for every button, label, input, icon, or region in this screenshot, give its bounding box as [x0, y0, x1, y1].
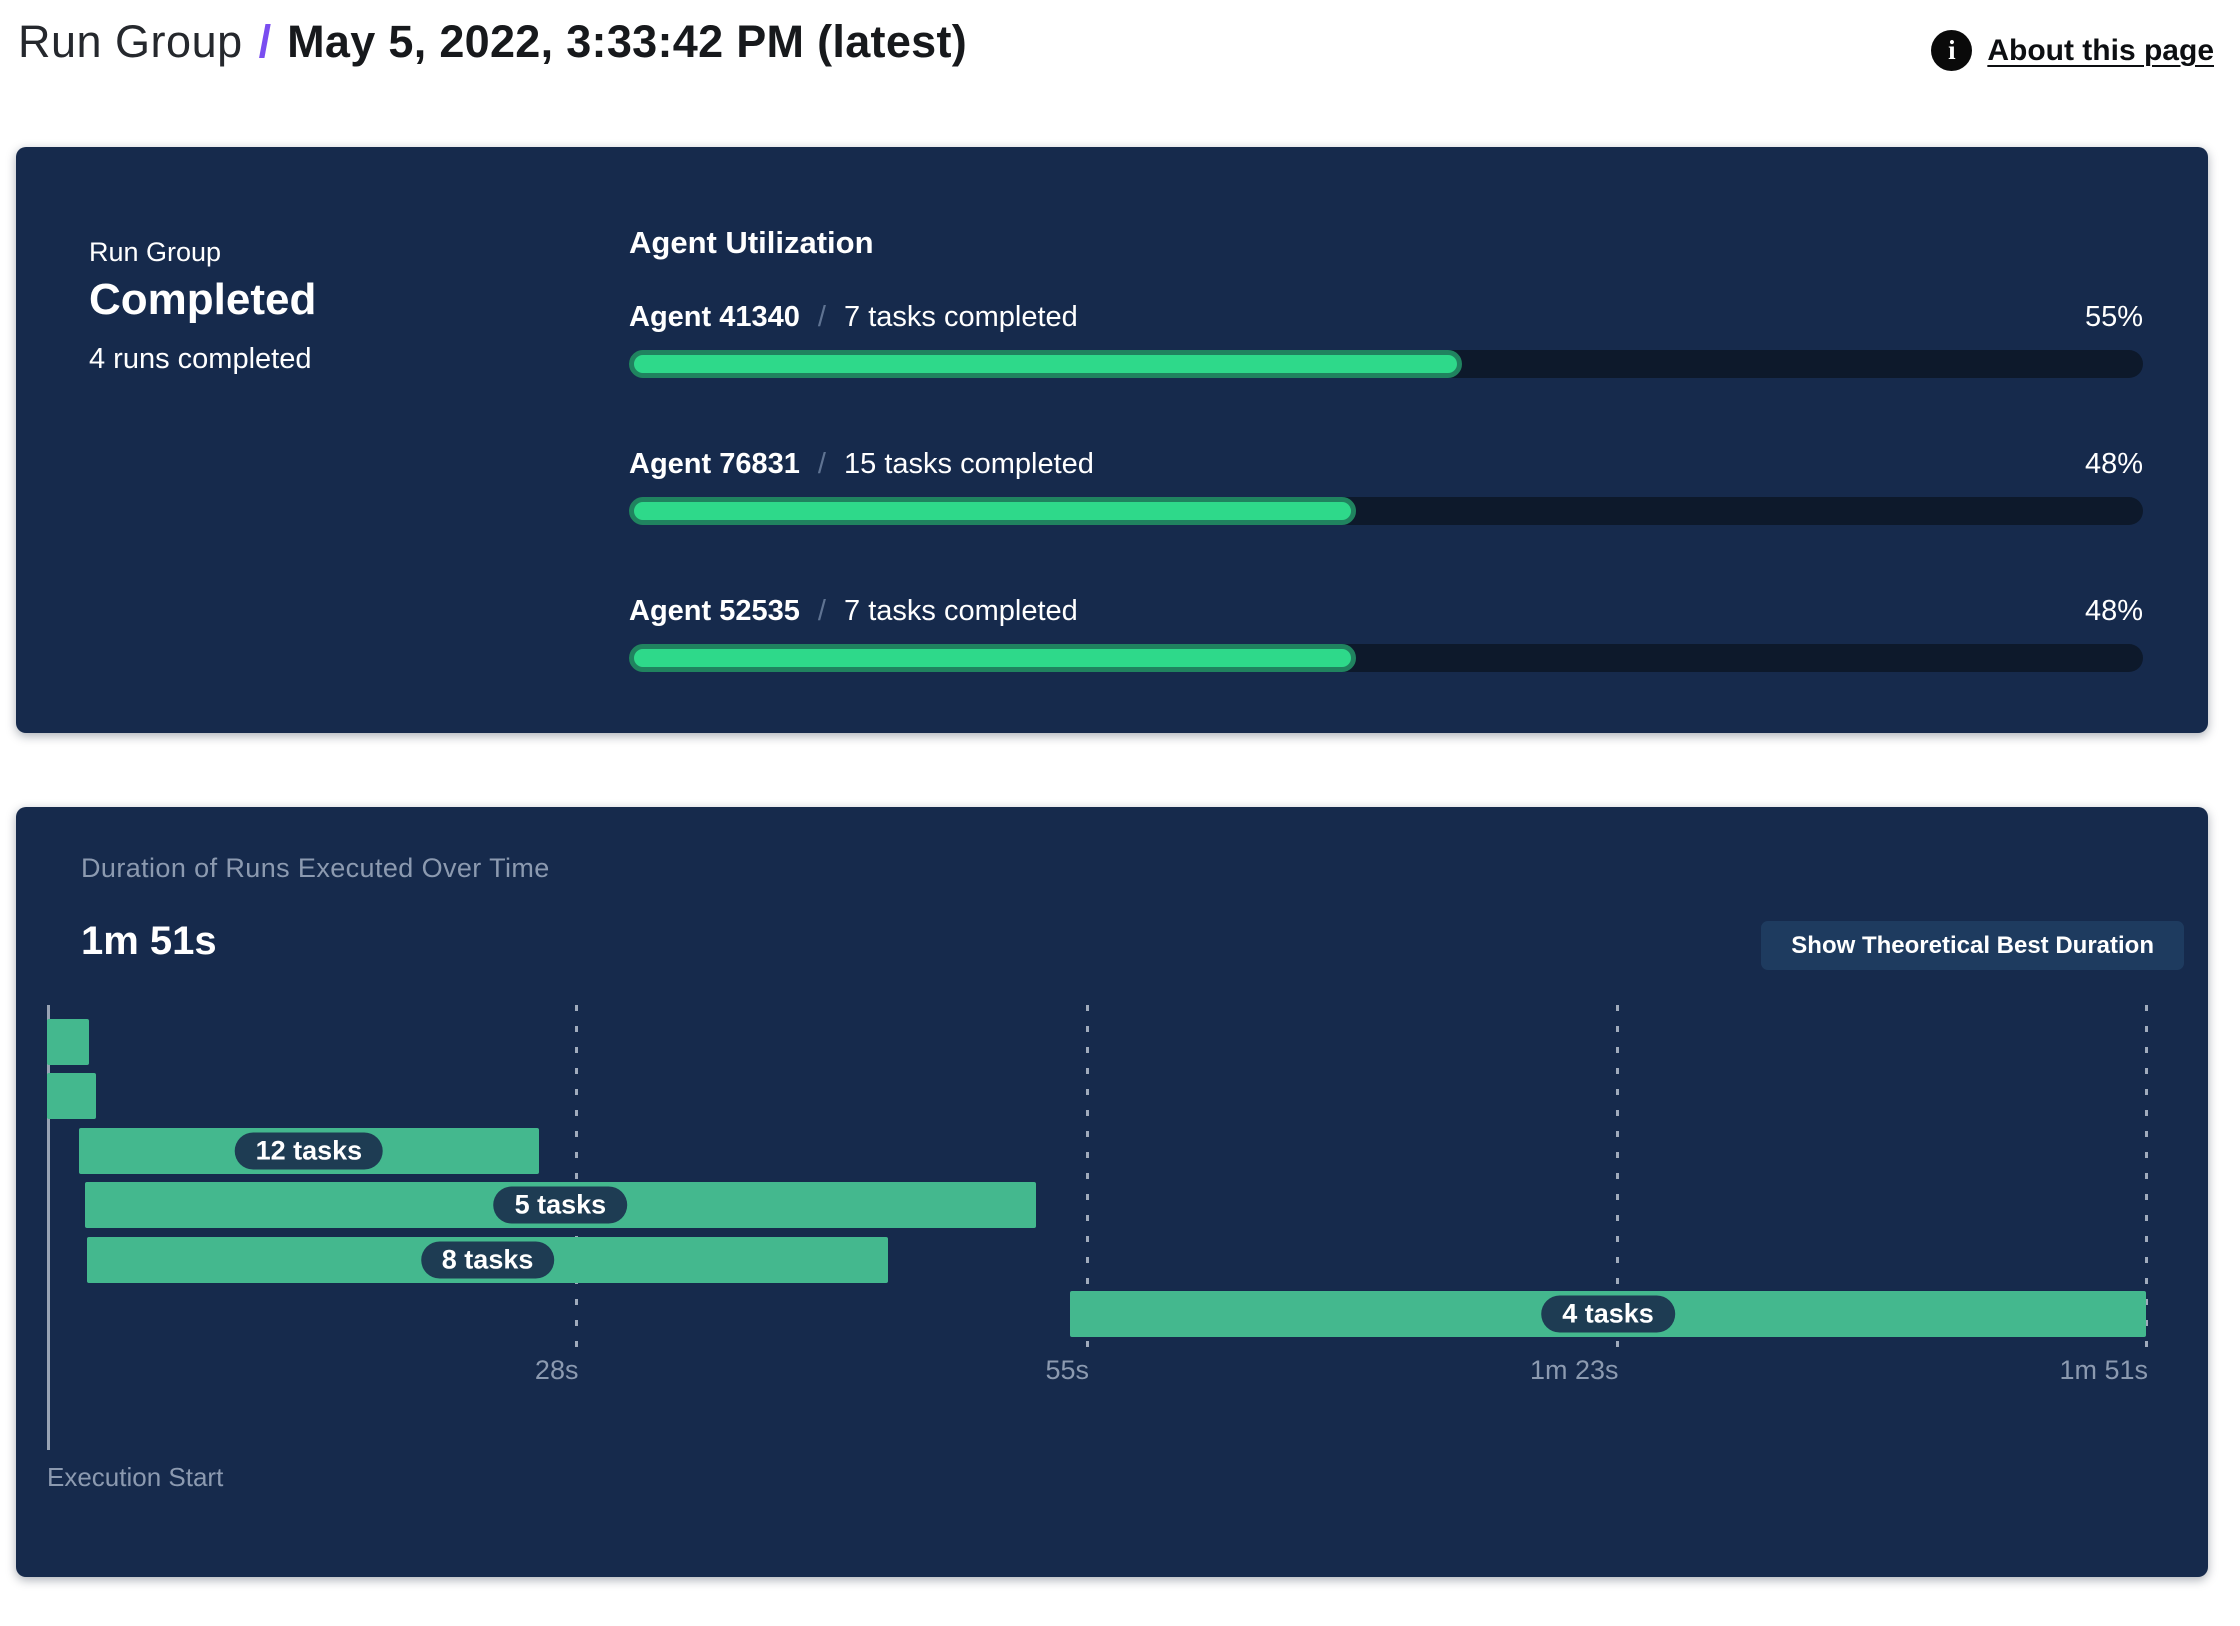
- agent-tasks-completed: 15 tasks completed: [844, 448, 1094, 480]
- agent-label: Agent 41340 / 7 tasks completed: [629, 298, 2143, 336]
- agent-utilization-row: Agent 52535 / 7 tasks completed 48%: [629, 592, 2143, 696]
- agent-tasks-completed: 7 tasks completed: [844, 595, 1078, 627]
- about-this-page-label: About this page: [1987, 33, 2214, 67]
- duration-chart-title: Duration of Runs Executed Over Time: [81, 853, 550, 883]
- agent-id: Agent 41340: [629, 301, 800, 333]
- time-gridline: [2145, 1005, 2148, 1350]
- runs-completed-count: 4 runs completed: [89, 343, 312, 375]
- agent-tasks-completed: 7 tasks completed: [844, 301, 1078, 333]
- agent-label-separator: /: [817, 448, 826, 480]
- gantt-run-bar[interactable]: 8 tasks: [86, 1237, 889, 1283]
- show-theoretical-best-duration-button[interactable]: Show Theoretical Best Duration: [1761, 921, 2184, 970]
- breadcrumb: Run Group / May 5, 2022, 3:33:42 PM (lat…: [18, 16, 967, 68]
- utilization-bar-track: [629, 644, 2143, 672]
- utilization-bar-track: [629, 350, 2143, 378]
- time-gridline: [575, 1005, 579, 1350]
- agent-id: Agent 52535: [629, 595, 800, 627]
- time-axis-tick-label: 28s: [534, 1355, 579, 1385]
- task-count-pill: 12 tasks: [234, 1132, 384, 1170]
- agent-label: Agent 76831 / 15 tasks completed: [629, 445, 2143, 483]
- page-title: May 5, 2022, 3:33:42 PM (latest): [287, 16, 968, 67]
- task-count-pill: 8 tasks: [420, 1241, 555, 1279]
- time-gridline: [1615, 1005, 1619, 1350]
- agent-id: Agent 76831: [629, 448, 800, 480]
- time-axis-tick-label: 55s: [1045, 1355, 1090, 1385]
- task-count-pill: 4 tasks: [1541, 1295, 1675, 1333]
- task-count-pill: 5 tasks: [493, 1186, 628, 1224]
- run-group-label: Run Group: [89, 237, 222, 267]
- time-gridline: [1086, 1005, 1090, 1350]
- duration-total: 1m 51s: [81, 919, 217, 963]
- agent-label-separator: /: [817, 301, 826, 333]
- agent-label-separator: /: [817, 595, 826, 627]
- agent-utilization-percent: 48%: [2084, 448, 2143, 480]
- agent-utilization-heading: Agent Utilization: [629, 225, 874, 260]
- breadcrumb-run-group[interactable]: Run Group: [18, 16, 243, 67]
- agent-utilization-percent: 48%: [2084, 595, 2143, 627]
- run-group-summary-card: Run Group Completed 4 runs completed Age…: [16, 147, 2208, 733]
- run-timeline-chart: Execution Start 28s 55s 1m 23s 1m 51s 12 tas…: [16, 807, 2208, 1577]
- agent-label: Agent 52535 / 7 tasks completed: [629, 592, 2143, 630]
- gantt-run-bar[interactable]: [47, 1073, 97, 1119]
- utilization-bar-fill: [629, 350, 1462, 378]
- gantt-run-bar[interactable]: [47, 1019, 89, 1065]
- breadcrumb-separator: /: [258, 16, 272, 67]
- utilization-bar-track: [629, 497, 2143, 525]
- run-group-status: Completed: [89, 275, 317, 324]
- gantt-run-bar[interactable]: 4 tasks: [1070, 1291, 2146, 1337]
- time-axis-tick-label: 1m 51s: [2059, 1355, 2148, 1385]
- utilization-bar-fill: [629, 644, 1356, 672]
- execution-start-axis-line: [47, 1005, 50, 1450]
- duration-of-runs-card: Duration of Runs Executed Over Time 1m 5…: [16, 807, 2208, 1577]
- time-axis-tick-label: 1m 23s: [1529, 1355, 1619, 1385]
- page-header: Run Group / May 5, 2022, 3:33:42 PM (lat…: [18, 16, 2214, 71]
- utilization-bar-fill: [629, 497, 1356, 525]
- agent-utilization-percent: 55%: [2084, 301, 2143, 333]
- info-icon: i: [1931, 30, 1973, 71]
- execution-start-label: Execution Start: [47, 1462, 224, 1492]
- gantt-run-bar[interactable]: 12 tasks: [79, 1128, 539, 1174]
- agent-utilization-row: Agent 76831 / 15 tasks completed 48%: [629, 445, 2143, 549]
- about-this-page-link[interactable]: i About this page: [1931, 30, 2214, 71]
- agent-utilization-row: Agent 41340 / 7 tasks completed 55%: [629, 298, 2143, 402]
- gantt-run-bar[interactable]: 5 tasks: [84, 1182, 1036, 1228]
